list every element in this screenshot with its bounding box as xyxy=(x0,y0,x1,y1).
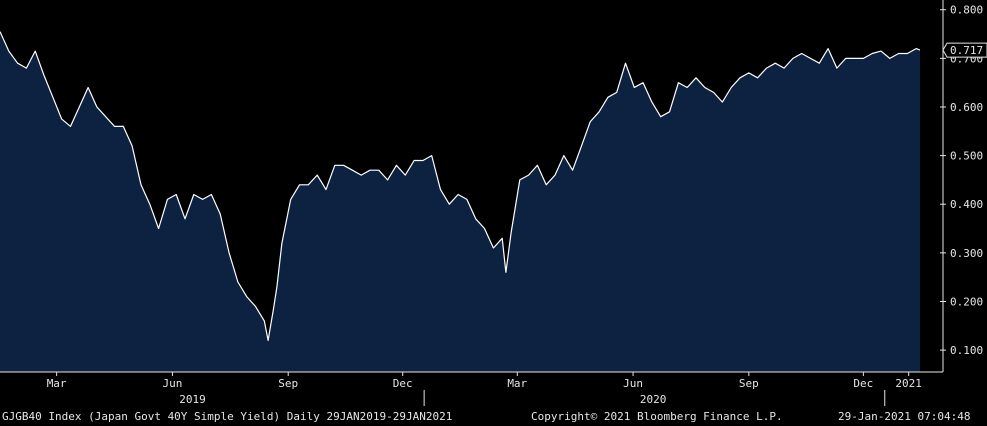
x-tick-label: Dec xyxy=(853,377,873,390)
x-tick-label: Sep xyxy=(278,377,298,390)
axes: 0.1000.2000.3000.4000.5000.6000.7000.800… xyxy=(0,0,987,406)
x-tick-label: Mar xyxy=(507,377,527,390)
last-value-label: 0.717 xyxy=(950,44,983,57)
yield-chart: 0.1000.2000.3000.4000.5000.6000.7000.800… xyxy=(0,0,987,406)
series-line xyxy=(0,31,921,341)
y-tick-label: 0.600 xyxy=(950,101,983,114)
x-tick-label: Dec xyxy=(393,377,413,390)
x-tick-label: Mar xyxy=(47,377,67,390)
x-tick-label: Sep xyxy=(739,377,759,390)
footer-copyright: Copyright© 2021 Bloomberg Finance L.P. xyxy=(531,410,783,423)
y-tick-label: 0.100 xyxy=(950,344,983,357)
y-tick-label: 0.300 xyxy=(950,247,983,260)
footer-ticker: GJGB40 Index (Japan Govt 40Y Simple Yiel… xyxy=(2,410,453,423)
series-area xyxy=(0,31,920,372)
y-tick-label: 0.500 xyxy=(950,150,983,163)
y-tick-label: 0.200 xyxy=(950,295,983,308)
year-label: 2019 xyxy=(179,393,206,406)
year-label: 2020 xyxy=(640,393,667,406)
plot-area xyxy=(0,31,921,372)
x-tick-label: Jun xyxy=(623,377,643,390)
last-value-box xyxy=(942,42,987,58)
footer: GJGB40 Index (Japan Govt 40Y Simple Yiel… xyxy=(0,408,987,426)
x-tick-label: Jun xyxy=(162,377,182,390)
x-tick-label: 2021 xyxy=(895,377,922,390)
y-tick-label: 0.800 xyxy=(950,4,983,17)
y-tick-label: 0.400 xyxy=(950,198,983,211)
footer-timestamp: 29-Jan-2021 07:04:48 xyxy=(838,410,971,423)
